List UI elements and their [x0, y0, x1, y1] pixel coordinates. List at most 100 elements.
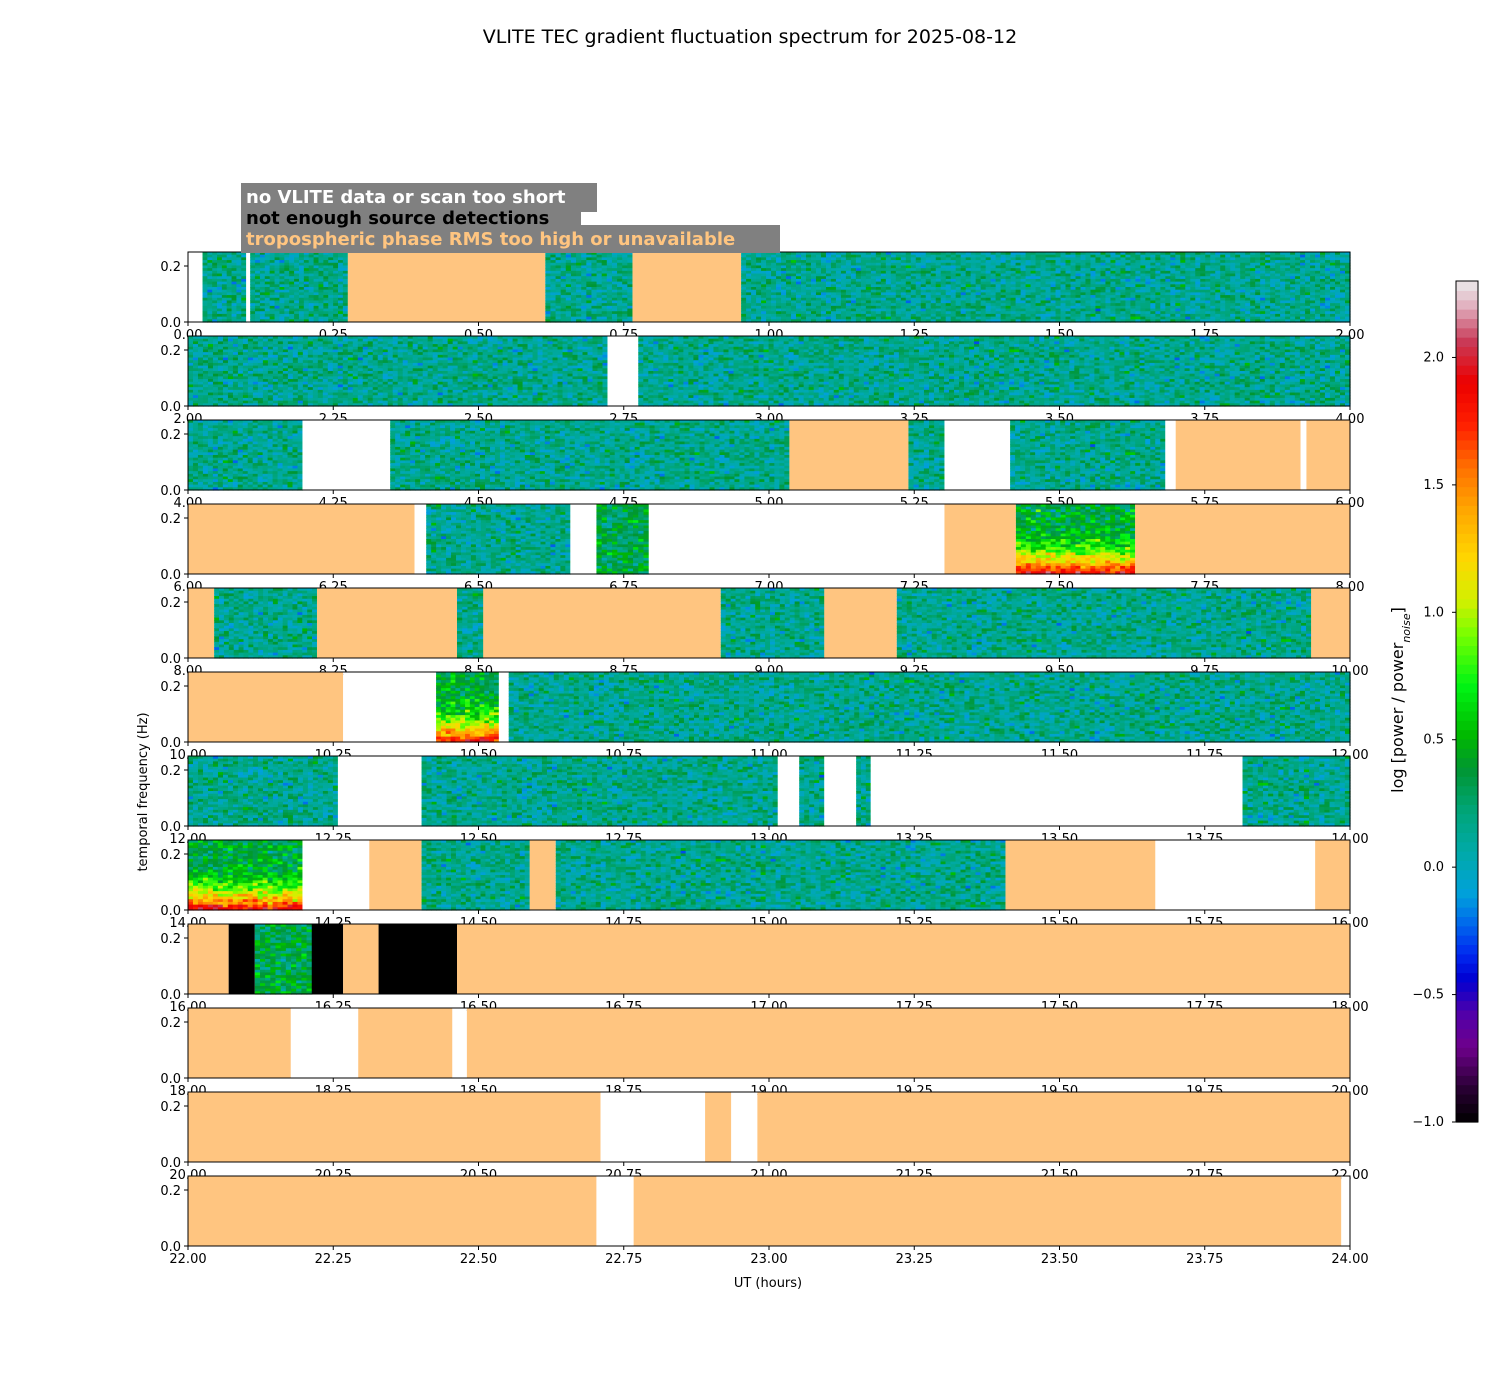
heat-cell [920, 297, 927, 302]
heat-cell [940, 289, 947, 293]
heat-cell [328, 313, 334, 318]
heat-cell [576, 278, 582, 283]
heat-cell [617, 252, 623, 256]
heat-cell [342, 305, 349, 310]
heat-cell [207, 289, 213, 293]
heat-cell [565, 278, 572, 283]
heat-cell [207, 262, 213, 267]
heat-cell [259, 311, 266, 315]
heat-cell [274, 292, 281, 296]
heat-cell [581, 289, 587, 293]
heat-cell [771, 252, 777, 256]
heat-cell [342, 297, 349, 302]
heat-cell [805, 311, 812, 315]
heat-cell [217, 252, 223, 256]
heat-cell [850, 295, 857, 299]
heat-cell [274, 316, 281, 320]
heat-cell [801, 300, 807, 304]
heat-cell [617, 316, 623, 320]
heat-cell [279, 311, 285, 315]
heat-cell [835, 278, 842, 283]
heat-cell [945, 319, 952, 323]
heat-cell [751, 276, 757, 280]
heat-cell [236, 262, 242, 267]
heat-cell [576, 292, 582, 296]
heat-cell [825, 273, 832, 277]
heat-cell [576, 252, 582, 256]
heat-cell [606, 287, 613, 291]
heat-cell [935, 305, 942, 310]
heat-cell [342, 284, 349, 288]
heat-cell [611, 303, 618, 307]
heat-cell [289, 254, 295, 258]
heat-cell [850, 303, 857, 307]
heat-cell [601, 273, 608, 277]
heat-cell [805, 308, 812, 312]
heat-cell [303, 278, 310, 283]
heat-cell [596, 276, 603, 280]
heat-cell [805, 273, 812, 277]
heat-cell [259, 260, 266, 264]
heat-cell [935, 313, 942, 318]
heat-cell [845, 252, 852, 256]
heat-cell [303, 270, 310, 275]
heat-cell [945, 273, 952, 277]
heat-cell [771, 297, 777, 302]
heat-cell [303, 273, 310, 277]
heat-cell [885, 311, 892, 315]
heat-cell [825, 316, 832, 320]
spectrum-block [202, 252, 247, 323]
heat-cell [766, 276, 772, 280]
heat-cell [617, 260, 623, 264]
heat-cell [820, 311, 827, 315]
heat-cell [865, 287, 872, 291]
heat-cell [318, 281, 324, 285]
heat-cell [274, 273, 281, 277]
heat-cell [870, 262, 877, 267]
heat-cell [815, 278, 822, 283]
heat-cell [820, 284, 827, 288]
heat-cell [751, 252, 757, 256]
heat-cell [303, 319, 310, 323]
heat-cell [333, 289, 339, 293]
heat-cell [333, 300, 339, 304]
heat-cell [900, 265, 907, 269]
heat-cell [925, 265, 932, 269]
heat-cell [786, 303, 792, 307]
heat-cell [910, 278, 917, 283]
heat-cell [601, 289, 608, 293]
heat-cell [746, 254, 752, 258]
heat-cell [284, 305, 290, 310]
heat-cell [279, 297, 285, 302]
heat-cell [801, 305, 807, 310]
heat-cell [308, 273, 315, 277]
heat-cell [751, 257, 757, 261]
heat-cell [756, 270, 762, 275]
heat-cell [617, 305, 623, 310]
heat-cell [930, 281, 937, 285]
heat-cell [885, 313, 892, 318]
heat-cell [920, 268, 927, 272]
heat-cell [850, 292, 857, 296]
heat-cell [560, 297, 567, 302]
heat-cell [771, 270, 777, 275]
heat-cell [910, 257, 917, 261]
heat-cell [845, 300, 852, 304]
heat-cell [328, 257, 334, 261]
heat-cell [627, 297, 634, 302]
heat-cell [935, 262, 942, 267]
heat-cell [860, 257, 867, 261]
heat-cell [241, 284, 247, 288]
heat-cell [259, 316, 266, 320]
heat-cell [860, 262, 867, 267]
heat-cell [900, 292, 907, 296]
heat-cell [810, 265, 817, 269]
heat-cell [284, 278, 290, 283]
heat-cell [890, 284, 897, 288]
heat-cell [900, 273, 907, 277]
heat-cell [303, 300, 310, 304]
heat-cell [565, 276, 572, 280]
heat-cell [555, 281, 562, 285]
heat-cell [761, 297, 767, 302]
heat-cell [870, 254, 877, 258]
